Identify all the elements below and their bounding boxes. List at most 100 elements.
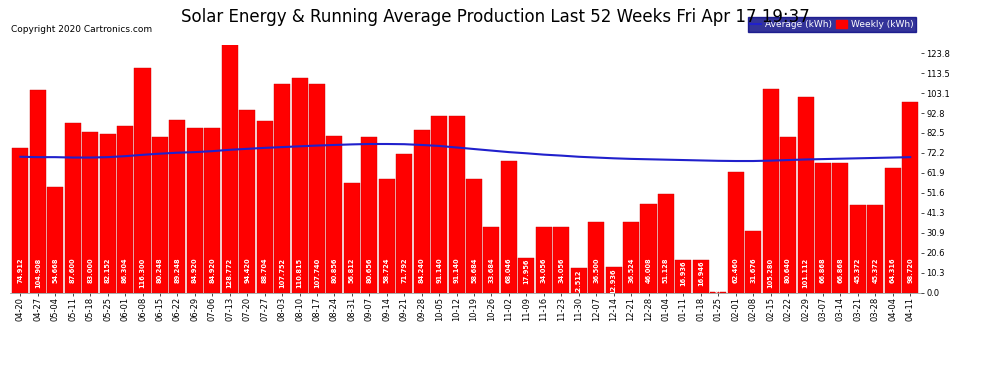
- Bar: [745, 231, 761, 292]
- Text: 64.316: 64.316: [890, 258, 896, 284]
- Bar: [623, 222, 640, 292]
- Text: 16.946: 16.946: [698, 261, 704, 286]
- Bar: [519, 258, 535, 292]
- Bar: [641, 204, 656, 292]
- Bar: [169, 120, 185, 292]
- Text: 66.868: 66.868: [838, 258, 843, 284]
- Bar: [187, 128, 203, 292]
- Text: 83.000: 83.000: [87, 258, 93, 284]
- Bar: [885, 168, 901, 292]
- Bar: [204, 128, 221, 292]
- Bar: [483, 227, 500, 292]
- Bar: [675, 260, 691, 292]
- Bar: [414, 130, 430, 292]
- Text: 74.912: 74.912: [18, 258, 24, 284]
- Text: 101.112: 101.112: [803, 258, 809, 288]
- Text: 105.280: 105.280: [767, 258, 773, 288]
- Bar: [448, 116, 464, 292]
- Text: 80.640: 80.640: [785, 258, 791, 284]
- Text: 84.240: 84.240: [419, 258, 425, 284]
- Text: 34.056: 34.056: [558, 258, 564, 283]
- Text: 104.908: 104.908: [35, 258, 41, 288]
- Bar: [833, 163, 848, 292]
- Text: 12.936: 12.936: [611, 268, 617, 294]
- Text: 51.128: 51.128: [663, 258, 669, 283]
- Bar: [867, 205, 883, 292]
- Bar: [240, 110, 255, 292]
- Bar: [256, 121, 272, 292]
- Bar: [396, 154, 412, 292]
- Text: 88.704: 88.704: [261, 258, 267, 284]
- Text: 91.140: 91.140: [437, 258, 443, 284]
- Text: 34.056: 34.056: [541, 258, 546, 283]
- Bar: [222, 44, 238, 292]
- Bar: [64, 123, 81, 292]
- Bar: [798, 97, 814, 292]
- Text: 17.956: 17.956: [524, 259, 530, 284]
- Text: 84.920: 84.920: [192, 258, 198, 284]
- Bar: [849, 205, 866, 292]
- Bar: [501, 161, 517, 292]
- Text: 68.046: 68.046: [506, 258, 512, 284]
- Text: 80.656: 80.656: [366, 258, 372, 283]
- Bar: [117, 126, 133, 292]
- Text: 98.720: 98.720: [907, 258, 913, 284]
- Text: 45.372: 45.372: [872, 258, 878, 283]
- Bar: [658, 194, 674, 292]
- Bar: [327, 136, 343, 292]
- Text: 116.300: 116.300: [140, 258, 146, 288]
- Text: Copyright 2020 Cartronics.com: Copyright 2020 Cartronics.com: [11, 25, 151, 34]
- Text: 46.008: 46.008: [645, 258, 651, 284]
- Bar: [344, 183, 360, 292]
- Bar: [82, 132, 98, 292]
- Text: 36.500: 36.500: [593, 258, 599, 283]
- Bar: [135, 68, 150, 292]
- Text: 94.420: 94.420: [245, 258, 250, 284]
- Bar: [274, 84, 290, 292]
- Text: 0.096: 0.096: [716, 282, 722, 303]
- Text: 62.460: 62.460: [733, 258, 739, 284]
- Bar: [291, 78, 308, 292]
- Text: Solar Energy & Running Average Production Last 52 Weeks Fri Apr 17 19:37: Solar Energy & Running Average Productio…: [180, 8, 810, 26]
- Text: 87.600: 87.600: [69, 258, 75, 284]
- Text: 107.740: 107.740: [314, 258, 320, 288]
- Bar: [762, 89, 779, 292]
- Bar: [693, 260, 709, 292]
- Bar: [553, 226, 569, 292]
- Bar: [466, 179, 482, 292]
- Text: 54.668: 54.668: [52, 258, 58, 283]
- Text: 82.152: 82.152: [105, 258, 111, 283]
- Bar: [12, 148, 29, 292]
- Bar: [588, 222, 604, 292]
- Text: 36.524: 36.524: [628, 258, 634, 283]
- Bar: [780, 136, 796, 292]
- Text: 80.248: 80.248: [157, 258, 163, 284]
- Text: 33.684: 33.684: [488, 258, 494, 284]
- Text: 45.372: 45.372: [855, 258, 861, 283]
- Text: 84.920: 84.920: [209, 258, 215, 284]
- Bar: [30, 90, 46, 292]
- Bar: [100, 134, 116, 292]
- Bar: [815, 163, 831, 292]
- Text: 89.248: 89.248: [174, 258, 180, 284]
- Text: 128.772: 128.772: [227, 258, 233, 288]
- Bar: [48, 187, 63, 292]
- Text: 16.936: 16.936: [680, 261, 686, 286]
- Bar: [361, 136, 377, 292]
- Text: 91.140: 91.140: [453, 258, 459, 284]
- Text: 56.812: 56.812: [348, 258, 354, 283]
- Bar: [902, 102, 919, 292]
- Text: 80.856: 80.856: [332, 258, 338, 283]
- Bar: [606, 267, 622, 292]
- Bar: [431, 116, 447, 292]
- Text: 12.512: 12.512: [576, 269, 582, 295]
- Bar: [309, 84, 325, 292]
- Bar: [379, 179, 395, 292]
- Text: 58.684: 58.684: [471, 258, 477, 283]
- Text: 110.815: 110.815: [297, 258, 303, 288]
- Text: 86.304: 86.304: [122, 258, 128, 284]
- Legend: Average (kWh), Weekly (kWh): Average (kWh), Weekly (kWh): [747, 17, 916, 32]
- Bar: [151, 137, 168, 292]
- Text: 66.868: 66.868: [820, 258, 826, 284]
- Text: 31.676: 31.676: [750, 258, 756, 284]
